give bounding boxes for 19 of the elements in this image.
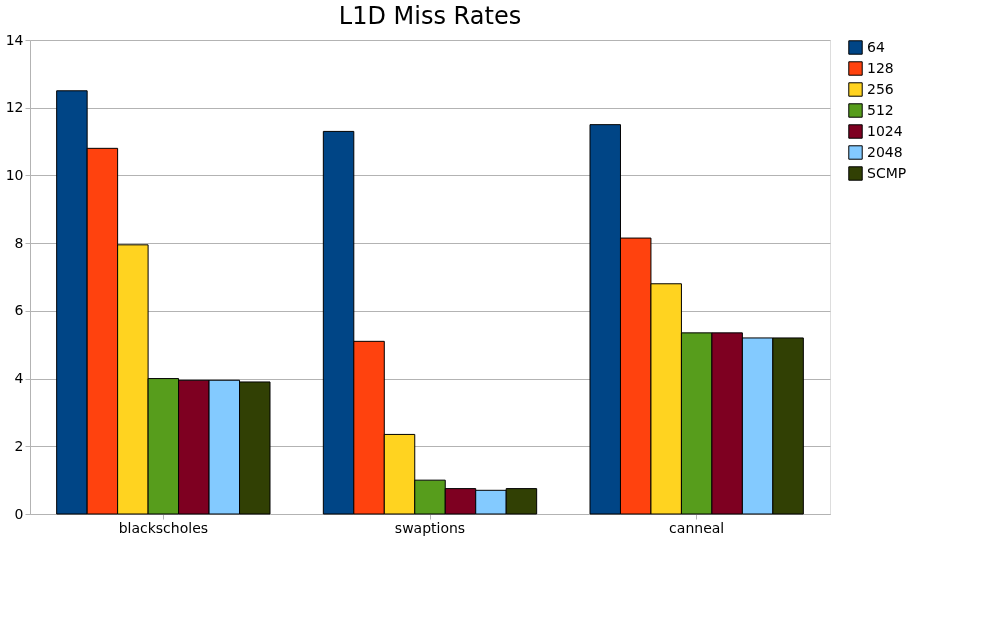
- legend-label: 64: [867, 38, 885, 55]
- x-tick-label: blackscholes: [118, 519, 209, 536]
- legend-label: 512: [867, 101, 894, 118]
- y-tick-label: 2: [14, 437, 24, 454]
- chart-title: L1D Miss Rates: [338, 2, 522, 30]
- legend-label: 2048: [867, 143, 903, 160]
- y-tick-label: 14: [5, 31, 24, 48]
- x-tick-label: swaptions: [394, 519, 466, 536]
- y-tick-label: 6: [14, 302, 24, 319]
- legend-label: 1024: [867, 122, 903, 139]
- legend-label: 256: [867, 80, 894, 97]
- x-tick-label: canneal: [669, 519, 725, 536]
- legend-label: SCMP: [867, 164, 907, 181]
- y-tick-label: 4: [14, 370, 24, 387]
- y-tick-label: 12: [5, 99, 24, 116]
- y-tick-label: 0: [14, 505, 24, 522]
- legend-label: 128: [867, 59, 894, 76]
- y-tick-label: 10: [5, 166, 24, 183]
- y-tick-label: 8: [14, 234, 24, 251]
